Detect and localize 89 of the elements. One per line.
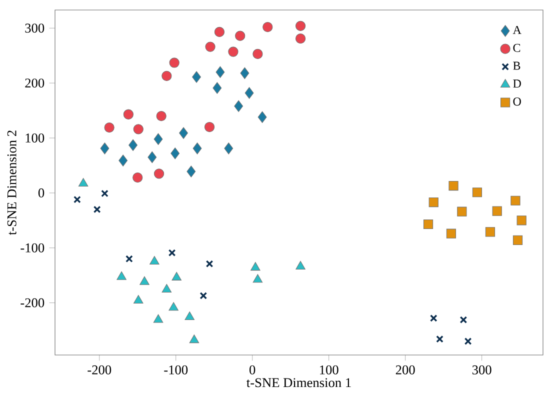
point [430,314,438,322]
point [123,109,134,120]
point [140,276,150,285]
point [172,272,182,280]
x-tick-label: 300 [472,365,492,374]
point [240,67,250,80]
point [204,122,215,132]
point [104,122,114,133]
legend-label: D [513,80,521,88]
point [224,142,234,154]
legend-label: C [513,44,520,52]
legend-label: A [512,26,522,34]
y-tick-label: 100 [26,134,44,142]
point [93,206,101,214]
point [132,172,143,183]
point [228,46,238,57]
point [200,292,208,300]
point [252,274,263,283]
point [296,260,306,270]
point [428,197,438,208]
point [457,206,467,216]
point [126,255,133,263]
point [168,302,178,311]
point [153,314,164,323]
point [492,206,502,216]
y-tick-label: 300 [25,24,44,33]
point [485,227,496,237]
y-axis-title: t-SNE Dimension 2 [7,130,16,235]
x-tick-label: 100 [320,365,338,374]
point [423,219,434,230]
point [156,110,166,122]
point [116,271,126,280]
point [169,58,180,68]
point [252,48,263,60]
point [184,311,195,320]
x-axis-title: t-SNE Dimension 1 [246,378,351,388]
point [186,166,196,178]
point [258,111,267,123]
point [73,196,81,204]
point [205,42,216,52]
x-tick-label: 200 [396,365,415,374]
point [250,262,260,271]
point [448,180,458,191]
point [189,334,200,344]
point [516,216,526,226]
point [464,338,472,345]
y-tick-label: 200 [25,78,44,88]
y-tick-label: -200 [20,298,44,308]
point [235,30,246,41]
point [179,127,188,139]
point [295,33,306,44]
point [192,142,202,154]
point [168,249,176,257]
point [170,148,180,160]
point [133,124,144,134]
point [472,188,482,198]
point [133,295,144,304]
point [154,168,164,179]
point [214,26,225,38]
point [150,256,160,265]
point [436,335,444,343]
point [100,142,110,154]
point [162,284,172,293]
point [128,139,138,152]
point [78,178,88,187]
x-tick-label: -200 [88,365,112,374]
point [212,82,222,94]
point [101,190,108,198]
point [510,196,520,206]
point [244,87,254,99]
x-tick-label: -100 [164,365,188,374]
y-tick-label: 0 [38,188,44,198]
point [216,66,225,78]
point [162,70,172,81]
point [154,133,163,145]
point [295,20,306,31]
point [262,22,273,32]
y-tick-label: -100 [20,243,44,252]
point [446,228,456,238]
x-tick-label: 0 [250,365,256,374]
point [512,235,523,245]
legend-label: B [513,62,520,70]
point [460,316,468,324]
point [234,100,244,112]
point [206,260,214,268]
point [118,154,128,166]
point [148,151,157,164]
legend-label: O [513,98,521,106]
point [192,71,201,83]
